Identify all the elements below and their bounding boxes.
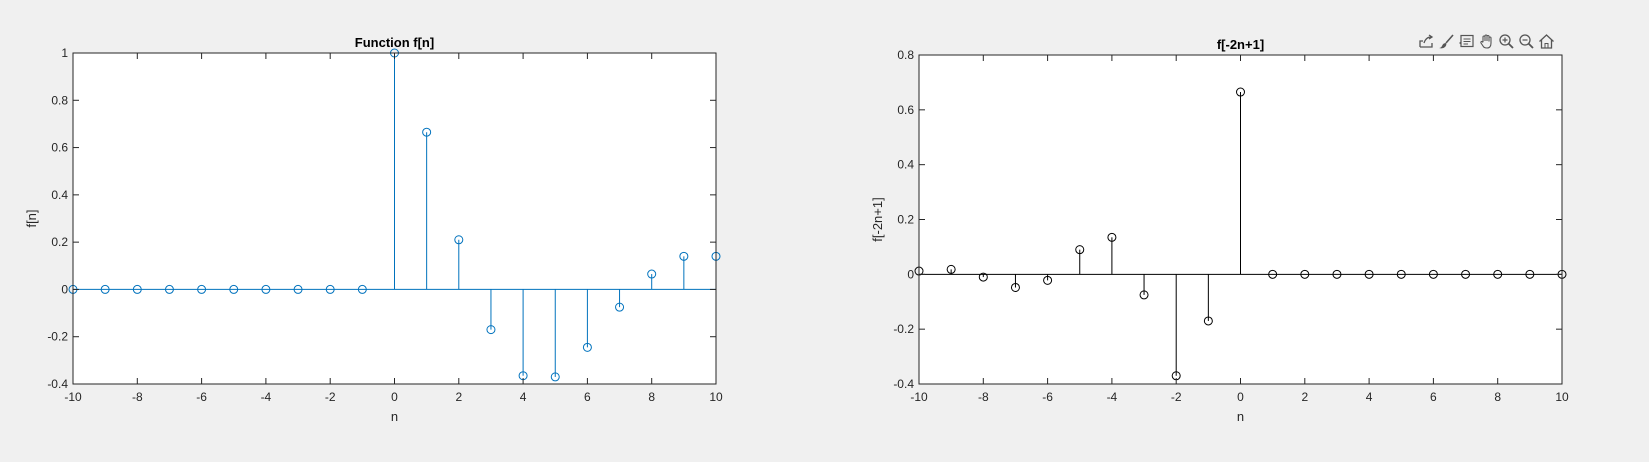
chart0-xtick-label-4: -2 bbox=[325, 390, 336, 404]
chart1-marker-14 bbox=[1364, 269, 1374, 279]
chart1-xtick-label-0: -10 bbox=[910, 390, 928, 404]
zoom-out-icon bbox=[1519, 34, 1534, 49]
chart0-ytick-label-1: -0.2 bbox=[47, 330, 68, 344]
chart0-ytick-label-6: 0.8 bbox=[51, 93, 68, 107]
chart1-ytick-label-6: 0.8 bbox=[897, 48, 914, 62]
chart1-xtick-label-3: -4 bbox=[1107, 390, 1118, 404]
chart1-marker-19 bbox=[1525, 269, 1535, 279]
chart1-xlabel: n bbox=[1237, 409, 1244, 424]
chart1-xtick-label-7: 4 bbox=[1366, 390, 1373, 404]
chart1-xtick-label-5: 0 bbox=[1237, 390, 1244, 404]
chart0-marker-6 bbox=[261, 284, 271, 294]
home-icon bbox=[1539, 34, 1554, 49]
chart1-xtick-label-8: 6 bbox=[1430, 390, 1437, 404]
chart0-marker-11 bbox=[422, 127, 432, 137]
chart1-ytick-label-5: 0.6 bbox=[897, 103, 914, 117]
chart0-xtick-label-5: 0 bbox=[391, 390, 398, 404]
chart0-marker-7 bbox=[293, 284, 303, 294]
brush-icon bbox=[1439, 34, 1454, 49]
chart0-xtick-label-10: 10 bbox=[709, 390, 723, 404]
restore-view-button[interactable] bbox=[1538, 33, 1555, 50]
chart0-ytick-label-0: -0.4 bbox=[47, 377, 68, 391]
chart0-title: Function f[n] bbox=[355, 35, 434, 50]
chart0-marker-8 bbox=[325, 284, 335, 294]
chart0-marker-1 bbox=[100, 284, 110, 294]
zoom-in-icon bbox=[1499, 34, 1514, 49]
chart1-ylabel: f[-2n+1] bbox=[870, 197, 885, 241]
chart1-marker-15 bbox=[1396, 269, 1406, 279]
chart1-marker-11 bbox=[1268, 269, 1278, 279]
chart1-marker-18 bbox=[1493, 269, 1503, 279]
chart1-marker-1 bbox=[946, 264, 956, 274]
pan-button[interactable] bbox=[1478, 33, 1495, 50]
chart0-xtick-label-2: -6 bbox=[196, 390, 207, 404]
chart1-marker-10 bbox=[1236, 87, 1245, 97]
chart1-marker-9 bbox=[1203, 316, 1213, 326]
brush-button[interactable] bbox=[1438, 33, 1455, 50]
chart1-xtick-label-9: 8 bbox=[1494, 390, 1501, 404]
chart0-marker-19 bbox=[679, 251, 689, 261]
chart0-xtick-label-0: -10 bbox=[64, 390, 82, 404]
chart1-ytick-label-4: 0.4 bbox=[897, 158, 914, 172]
chart0-xtick-label-8: 6 bbox=[584, 390, 591, 404]
chart1-ytick-label-0: -0.4 bbox=[893, 377, 914, 391]
chart1-xtick-label-1: -8 bbox=[978, 390, 989, 404]
chart0-marker-12 bbox=[454, 235, 464, 245]
chart1-marker-2 bbox=[978, 272, 988, 282]
chart0-xtick-label-9: 8 bbox=[648, 390, 655, 404]
chart0-marker-9 bbox=[357, 284, 367, 294]
axes-toolbar bbox=[1418, 33, 1555, 50]
chart0-marker-13 bbox=[486, 325, 496, 335]
chart1-marker-13 bbox=[1332, 269, 1342, 279]
chart0-xtick-label-1: -8 bbox=[132, 390, 143, 404]
chart0-marker-5 bbox=[229, 284, 239, 294]
chart0-marker-16 bbox=[582, 342, 592, 352]
chart1-marker-6 bbox=[1107, 232, 1117, 242]
chart1-xtick-label-6: 2 bbox=[1301, 390, 1308, 404]
zoom-in-button[interactable] bbox=[1498, 33, 1515, 50]
chart0-marker-3 bbox=[164, 284, 174, 294]
chart0-ytick-label-7: 1 bbox=[61, 46, 68, 60]
chart1-ytick-label-3: 0.2 bbox=[897, 213, 914, 227]
chart1-ytick-label-2: 0 bbox=[907, 267, 914, 281]
chart0-ytick-label-5: 0.6 bbox=[51, 141, 68, 155]
export-icon bbox=[1419, 34, 1434, 48]
chart1-xtick-label-10: 10 bbox=[1555, 390, 1569, 404]
export-button[interactable] bbox=[1418, 33, 1435, 50]
chart0-ytick-label-3: 0.2 bbox=[51, 235, 68, 249]
chart0-xtick-label-7: 4 bbox=[520, 390, 527, 404]
chart0-marker-17 bbox=[615, 302, 625, 312]
chart0-marker-2 bbox=[132, 284, 142, 294]
chart0-ytick-label-4: 0.4 bbox=[51, 188, 68, 202]
data-tips-icon bbox=[1459, 34, 1474, 48]
chart0-xtick-label-3: -4 bbox=[261, 390, 272, 404]
chart1-xtick-label-4: -2 bbox=[1171, 390, 1182, 404]
chart0-xlabel: n bbox=[391, 409, 398, 424]
data-tips-button[interactable] bbox=[1458, 33, 1475, 50]
pan-hand-icon bbox=[1480, 34, 1492, 49]
chart1-ytick-label-1: -0.2 bbox=[893, 322, 914, 336]
chart1-title: f[-2n+1] bbox=[1217, 37, 1264, 52]
chart0-ytick-label-2: 0 bbox=[61, 282, 68, 296]
chart1-marker-3 bbox=[1010, 282, 1020, 292]
chart0-marker-4 bbox=[197, 284, 207, 294]
chart1-marker-16 bbox=[1428, 269, 1438, 279]
chart0-ylabel: f[n] bbox=[24, 209, 39, 227]
stem-plot-f-n: -10 -8 -6 -4 -2 0 2 4 6 8 10 -0.4 -0.2 0 0.2 0.4 0.6 0.8 1… bbox=[24, 35, 723, 424]
chart0-xtick-label-6: 2 bbox=[455, 390, 462, 404]
chart1-marker-4 bbox=[1043, 275, 1053, 285]
stem-plot-f-minus-2n-plus-1: -10 -8 -6 -4 -2 0 2 4 6 8 10 -0.4 -0.2 0 0.2 0.4 0.6 0.8 f… bbox=[870, 37, 1569, 424]
zoom-out-button[interactable] bbox=[1518, 33, 1535, 50]
chart1-marker-5 bbox=[1075, 245, 1085, 255]
chart0-marker-15 bbox=[550, 372, 560, 382]
chart1-marker-17 bbox=[1461, 269, 1471, 279]
chart1-marker-12 bbox=[1300, 269, 1310, 279]
chart1-xtick-label-2: -6 bbox=[1042, 390, 1053, 404]
chart0-marker-18 bbox=[647, 269, 657, 279]
chart1-marker-7 bbox=[1139, 290, 1149, 300]
